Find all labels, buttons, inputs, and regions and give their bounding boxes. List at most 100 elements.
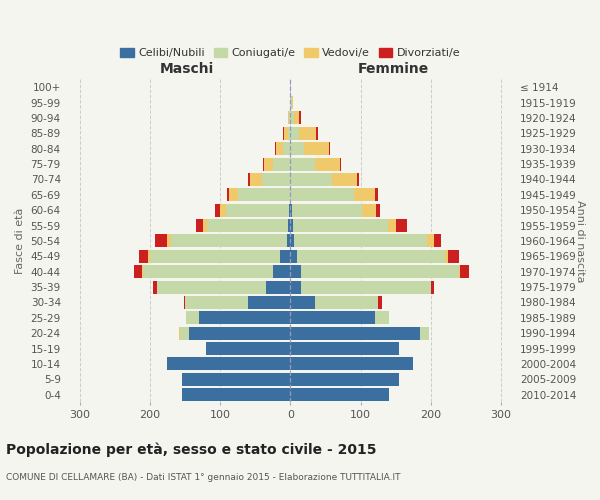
Bar <box>290 296 315 309</box>
Text: COMUNE DI CELLAMARE (BA) - Dati ISTAT 1° gennaio 2015 - Elaborazione TUTTITALIA.: COMUNE DI CELLAMARE (BA) - Dati ISTAT 1°… <box>6 472 401 482</box>
Bar <box>280 250 290 263</box>
Bar <box>188 326 290 340</box>
Bar <box>448 250 459 263</box>
Bar <box>262 173 290 186</box>
Bar <box>292 96 293 109</box>
Bar <box>427 234 434 248</box>
Bar <box>171 234 287 248</box>
Bar <box>290 326 420 340</box>
Bar <box>289 204 290 216</box>
Bar <box>142 265 143 278</box>
Bar <box>187 312 199 324</box>
Bar <box>287 112 289 124</box>
Bar <box>290 234 294 248</box>
Bar <box>294 234 427 248</box>
Bar <box>226 204 289 216</box>
Bar <box>459 265 460 278</box>
Bar <box>340 158 341 170</box>
Bar <box>374 312 389 324</box>
Bar <box>420 326 428 340</box>
Bar <box>215 204 220 216</box>
Bar <box>148 250 150 263</box>
Bar <box>287 219 290 232</box>
Bar <box>290 250 298 263</box>
Bar <box>378 296 382 309</box>
Bar <box>182 373 290 386</box>
Bar <box>273 265 290 278</box>
Bar <box>290 388 389 401</box>
Bar <box>275 142 277 155</box>
Bar <box>184 296 185 309</box>
Bar <box>290 373 399 386</box>
Bar <box>290 173 332 186</box>
Bar <box>248 173 250 186</box>
Bar <box>290 96 292 109</box>
Bar <box>293 219 388 232</box>
Bar <box>357 173 359 186</box>
Bar <box>182 388 290 401</box>
Text: Maschi: Maschi <box>160 62 214 76</box>
Bar <box>294 112 299 124</box>
Bar <box>134 265 142 278</box>
Bar <box>299 112 301 124</box>
Bar <box>157 280 266 293</box>
Bar <box>290 280 301 293</box>
Bar <box>460 265 469 278</box>
Bar <box>277 142 283 155</box>
Bar <box>248 296 290 309</box>
Bar <box>155 234 167 248</box>
Bar <box>376 204 380 216</box>
Bar <box>290 142 304 155</box>
Bar <box>287 234 290 248</box>
Y-axis label: Fasce di età: Fasce di età <box>15 208 25 274</box>
Bar <box>265 158 273 170</box>
Bar <box>315 158 340 170</box>
Bar <box>397 219 407 232</box>
Bar <box>207 219 287 232</box>
Bar <box>290 342 399 355</box>
Bar <box>167 234 171 248</box>
Bar <box>329 142 331 155</box>
Bar <box>290 312 374 324</box>
Bar <box>229 188 238 202</box>
Bar <box>283 142 290 155</box>
Bar <box>299 127 316 140</box>
Bar <box>273 158 290 170</box>
Bar <box>220 204 226 216</box>
Bar <box>266 280 290 293</box>
Bar <box>179 326 180 340</box>
Bar <box>292 204 362 216</box>
Bar <box>431 280 434 293</box>
Bar <box>434 234 442 248</box>
Bar <box>290 358 413 370</box>
Bar <box>316 127 318 140</box>
Bar <box>290 219 293 232</box>
Bar <box>154 280 157 293</box>
Bar <box>315 296 378 309</box>
Bar <box>185 296 248 309</box>
Bar <box>196 219 203 232</box>
Bar <box>290 265 301 278</box>
Bar <box>203 219 207 232</box>
Bar <box>284 127 287 140</box>
Bar <box>263 158 265 170</box>
Bar <box>287 127 290 140</box>
Bar <box>445 250 448 263</box>
Bar <box>283 127 284 140</box>
Bar <box>290 188 353 202</box>
Bar <box>362 204 376 216</box>
Bar <box>206 342 290 355</box>
Legend: Celibi/Nubili, Coniugati/e, Vedovi/e, Divorziati/e: Celibi/Nubili, Coniugati/e, Vedovi/e, Di… <box>116 43 465 62</box>
Bar <box>290 158 315 170</box>
Bar <box>250 173 262 186</box>
Bar <box>290 204 292 216</box>
Bar <box>374 188 378 202</box>
Bar <box>301 265 459 278</box>
Text: Femmine: Femmine <box>358 62 430 76</box>
Bar <box>238 188 290 202</box>
Text: Popolazione per età, sesso e stato civile - 2015: Popolazione per età, sesso e stato civil… <box>6 442 377 457</box>
Bar <box>150 250 280 263</box>
Bar <box>289 112 290 124</box>
Bar <box>332 173 357 186</box>
Bar <box>388 219 397 232</box>
